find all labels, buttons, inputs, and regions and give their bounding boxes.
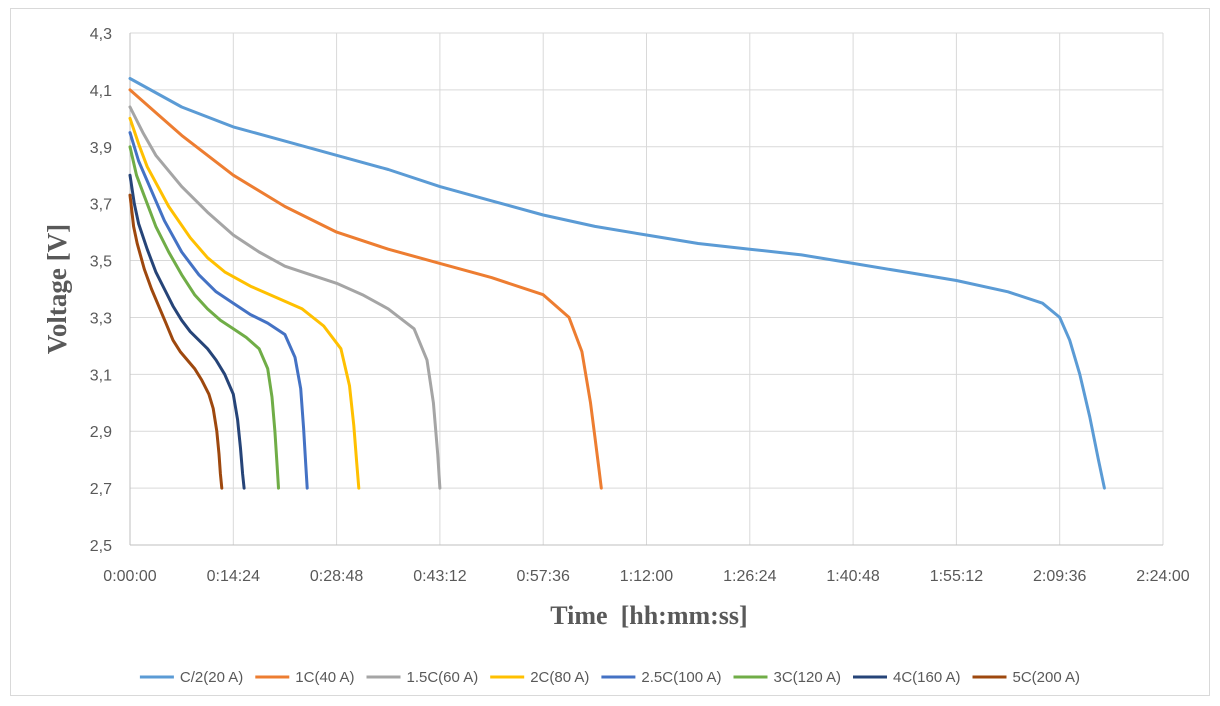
legend-item: 2.5C(100 A) [601,669,721,686]
series-line-0 [128,77,1106,490]
chart-frame [10,8,1210,696]
x-tick-label: 0:57:36 [517,568,570,585]
y-tick-label: 3,7 [90,197,112,214]
legend-label: 3C(120 A) [774,669,842,686]
y-axis-title: Voltage [V] [42,224,72,354]
x-tick-labels: 0:00:00 0:14:24 0:28:48 0:43:12 0:57:36 1:12:… [103,568,1189,585]
legend-item: C/2(20 A) [139,669,243,686]
x-tick-label: 2:24:00 [1136,568,1189,585]
series-line-6 [128,173,246,490]
series-line-3 [128,116,361,490]
y-tick-label: 3,9 [90,140,112,157]
series-line-4 [128,131,309,490]
y-tick-label: 2,7 [90,481,112,498]
legend: C/2(20 A) 1C(40 A) 1.5C(60 A) 2C(80 A) 2.5C(… [139,669,1081,686]
x-axis-title: Time [hh:mm:ss] [550,601,747,630]
x-tick-label: 0:28:48 [310,568,363,585]
legend-item: 3C(120 A) [733,669,842,686]
x-tick-label: 2:09:36 [1033,568,1086,585]
series-line-7 [128,193,224,490]
x-tick-label: 1:40:48 [826,568,879,585]
x-tick-label: 1:26:24 [723,568,776,585]
legend-label: 4C(160 A) [893,669,961,686]
y-tick-label: 3,1 [90,367,112,384]
legend-label: C/2(20 A) [180,669,243,686]
legend-item: 1.5C(60 A) [366,669,479,686]
y-tick-label: 3,5 [90,254,112,271]
series-lines [128,77,1106,490]
y-tick-label: 2,9 [90,424,112,441]
y-tick-label: 4,3 [90,26,112,43]
legend-item: 1C(40 A) [255,669,355,686]
x-tick-label: 1:12:00 [620,568,673,585]
grid-lines [130,32,1164,545]
x-tick-label: 0:00:00 [103,568,156,585]
series-line-1 [128,88,603,490]
legend-label: 2C(80 A) [530,669,589,686]
legend-item: 4C(160 A) [853,669,961,686]
series-line-5 [128,145,280,490]
legend-label: 1C(40 A) [295,669,354,686]
y-tick-label: 3,3 [90,310,112,327]
series-line-2 [128,105,442,490]
legend-item: 5C(200 A) [972,669,1081,686]
x-tick-label: 1:55:12 [930,568,983,585]
y-tick-labels: 2,5 2,7 2,9 3,1 3,3 3,5 3,7 3,9 4,1 4,3 [90,26,112,555]
legend-label: 2.5C(100 A) [641,669,721,686]
y-tick-label: 2,5 [90,538,112,555]
x-tick-label: 0:14:24 [207,568,260,585]
legend-label: 1.5C(60 A) [407,669,479,686]
legend-label: 5C(200 A) [1013,669,1081,686]
x-tick-label: 0:43:12 [413,568,466,585]
legend-item: 2C(80 A) [490,669,589,686]
y-tick-label: 4,1 [90,83,112,100]
